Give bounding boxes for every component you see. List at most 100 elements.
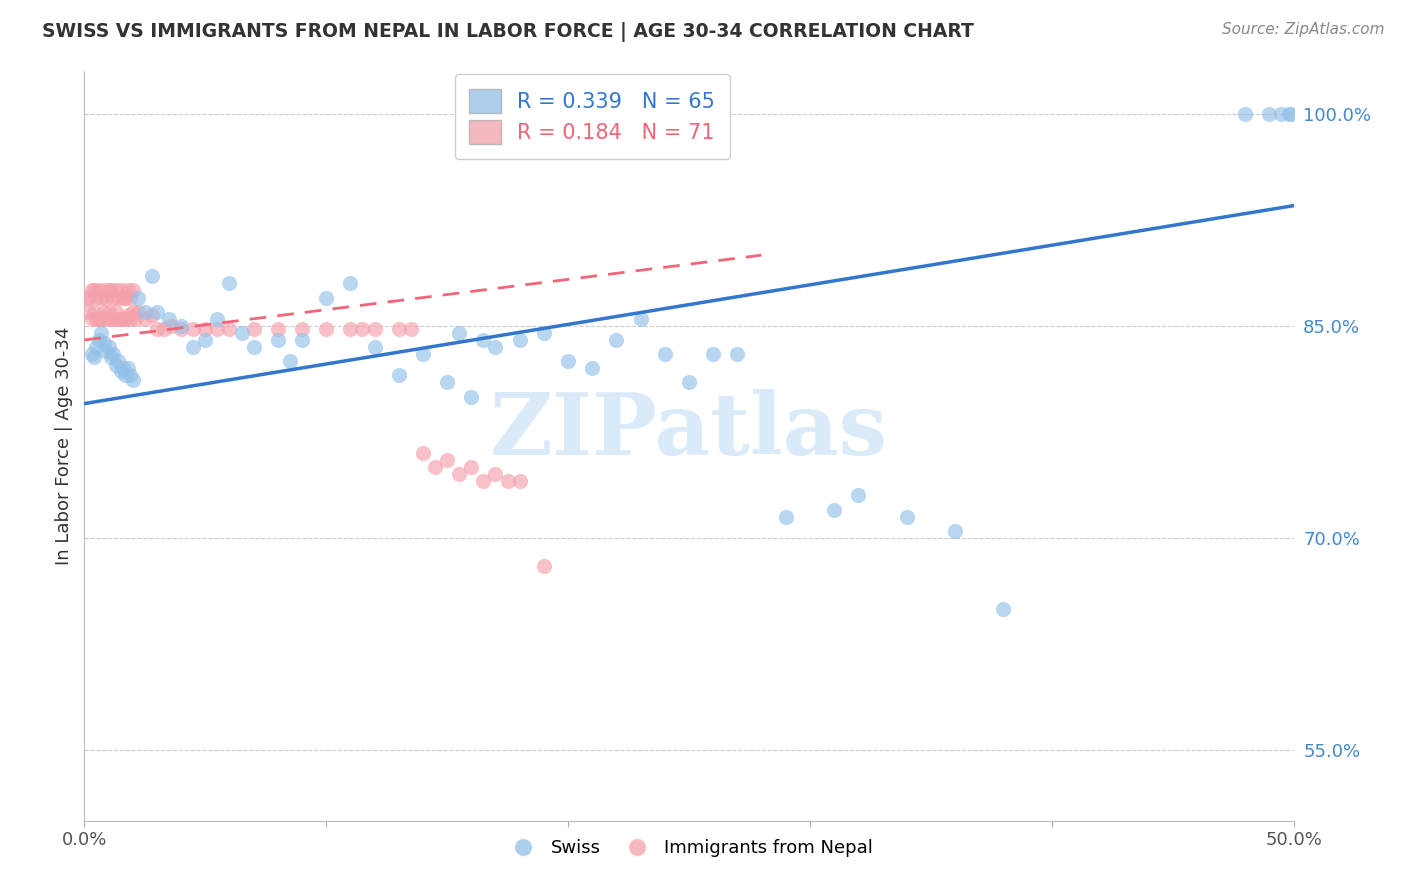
Immigrants from Nepal <box>90 311 112 326</box>
Immigrants from Nepal <box>80 284 103 298</box>
Immigrants from Nepal <box>94 291 117 305</box>
Text: SWISS VS IMMIGRANTS FROM NEPAL IN LABOR FORCE | AGE 30-34 CORRELATION CHART: SWISS VS IMMIGRANTS FROM NEPAL IN LABOR … <box>42 22 974 42</box>
Swiss <box>509 333 531 347</box>
Immigrants from Nepal <box>449 467 471 482</box>
Immigrants from Nepal <box>87 311 110 326</box>
Swiss <box>363 340 385 354</box>
Immigrants from Nepal <box>103 291 125 305</box>
Swiss <box>194 333 217 347</box>
Swiss <box>181 340 204 354</box>
Swiss <box>83 350 105 364</box>
Immigrants from Nepal <box>100 311 122 326</box>
Swiss <box>449 326 471 340</box>
Swiss <box>412 347 434 361</box>
Swiss <box>112 361 135 376</box>
Swiss <box>702 347 724 361</box>
Swiss <box>94 344 117 359</box>
Immigrants from Nepal <box>100 284 122 298</box>
Swiss <box>231 326 253 340</box>
Immigrants from Nepal <box>83 304 105 318</box>
Swiss <box>339 277 361 291</box>
Immigrants from Nepal <box>103 311 125 326</box>
Immigrants from Nepal <box>87 284 110 298</box>
Swiss <box>120 368 142 383</box>
Swiss <box>291 333 314 347</box>
Swiss <box>484 340 506 354</box>
Swiss <box>1234 107 1257 121</box>
Immigrants from Nepal <box>97 304 120 318</box>
Immigrants from Nepal <box>110 284 132 298</box>
Text: Source: ZipAtlas.com: Source: ZipAtlas.com <box>1222 22 1385 37</box>
Swiss <box>114 368 136 383</box>
Swiss <box>846 488 869 502</box>
Immigrants from Nepal <box>121 304 143 318</box>
Swiss <box>97 340 120 354</box>
Immigrants from Nepal <box>112 311 135 326</box>
Immigrants from Nepal <box>533 559 555 574</box>
Immigrants from Nepal <box>134 311 156 326</box>
Immigrants from Nepal <box>218 321 240 335</box>
Swiss <box>315 291 337 305</box>
Swiss <box>121 373 143 387</box>
Swiss <box>90 326 112 340</box>
Immigrants from Nepal <box>315 321 337 335</box>
Immigrants from Nepal <box>121 284 143 298</box>
Swiss <box>278 354 301 368</box>
Immigrants from Nepal <box>97 284 120 298</box>
Immigrants from Nepal <box>86 291 108 305</box>
Immigrants from Nepal <box>117 284 139 298</box>
Immigrants from Nepal <box>76 291 98 305</box>
Swiss <box>134 304 156 318</box>
Immigrants from Nepal <box>114 291 136 305</box>
Immigrants from Nepal <box>352 321 374 335</box>
Immigrants from Nepal <box>460 460 482 475</box>
Immigrants from Nepal <box>472 475 495 489</box>
Immigrants from Nepal <box>107 291 129 305</box>
Immigrants from Nepal <box>181 321 204 335</box>
Immigrants from Nepal <box>77 291 100 305</box>
Immigrants from Nepal <box>363 321 385 335</box>
Swiss <box>725 347 748 361</box>
Swiss <box>146 304 169 318</box>
Immigrants from Nepal <box>388 321 411 335</box>
Immigrants from Nepal <box>83 284 105 298</box>
Swiss <box>104 359 127 373</box>
Immigrants from Nepal <box>86 311 108 326</box>
Immigrants from Nepal <box>117 308 139 322</box>
Swiss <box>775 509 797 524</box>
Swiss <box>93 335 115 350</box>
Immigrants from Nepal <box>120 291 142 305</box>
Immigrants from Nepal <box>509 475 531 489</box>
Immigrants from Nepal <box>93 284 115 298</box>
Swiss <box>80 347 103 361</box>
Swiss <box>993 601 1015 615</box>
Swiss <box>472 333 495 347</box>
Swiss <box>557 354 579 368</box>
Immigrants from Nepal <box>141 308 163 322</box>
Swiss <box>157 311 180 326</box>
Swiss <box>207 311 229 326</box>
Legend: Swiss, Immigrants from Nepal: Swiss, Immigrants from Nepal <box>498 831 880 864</box>
Immigrants from Nepal <box>94 311 117 326</box>
Immigrants from Nepal <box>242 321 264 335</box>
Swiss <box>654 347 676 361</box>
Swiss <box>170 318 193 333</box>
Swiss <box>436 376 458 390</box>
Y-axis label: In Labor Force | Age 30-34: In Labor Force | Age 30-34 <box>55 326 73 566</box>
Swiss <box>630 311 652 326</box>
Immigrants from Nepal <box>153 321 176 335</box>
Immigrants from Nepal <box>339 321 361 335</box>
Immigrants from Nepal <box>127 304 149 318</box>
Swiss <box>86 340 108 354</box>
Swiss <box>823 502 845 516</box>
Immigrants from Nepal <box>267 321 290 335</box>
Immigrants from Nepal <box>120 311 142 326</box>
Immigrants from Nepal <box>170 321 193 335</box>
Swiss <box>242 340 264 354</box>
Immigrants from Nepal <box>77 304 100 318</box>
Immigrants from Nepal <box>399 321 422 335</box>
Swiss <box>117 361 139 376</box>
Swiss <box>896 509 918 524</box>
Swiss <box>267 333 290 347</box>
Swiss <box>1258 107 1281 121</box>
